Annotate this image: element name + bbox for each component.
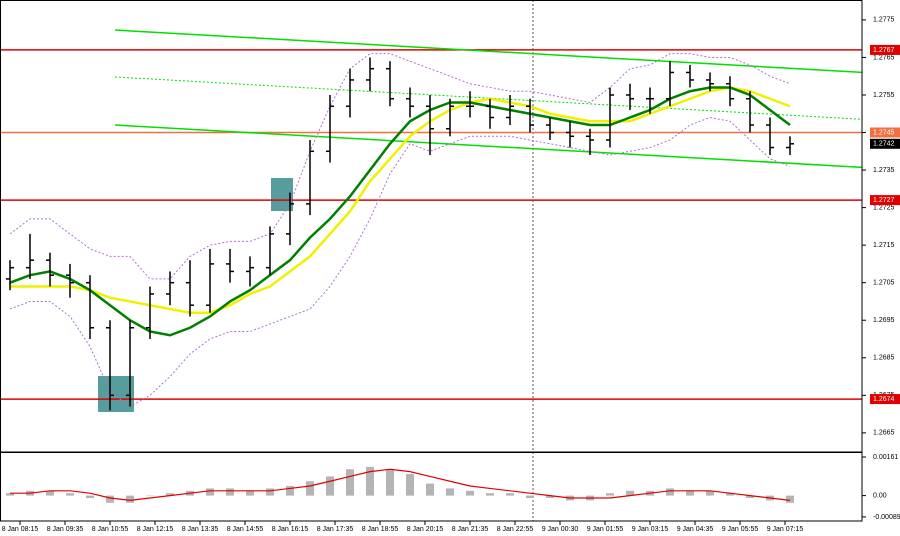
macd-bar <box>446 488 454 496</box>
macd-bar <box>666 488 674 496</box>
macd-bar <box>106 495 114 503</box>
x-tick-label: 8 Jan 09:35 <box>47 526 84 533</box>
macd-bar <box>6 493 14 496</box>
y-tick-label: 1.2715 <box>873 242 895 249</box>
macd-bar <box>46 490 54 496</box>
level-label: 1.2727 <box>873 197 895 204</box>
x-tick-label: 9 Jan 00:30 <box>542 526 579 533</box>
x-tick-label: 8 Jan 22:55 <box>497 526 534 533</box>
indicator-line <box>9 116 791 408</box>
macd-bar <box>346 469 354 496</box>
macd-bar <box>466 490 474 496</box>
macd-bar <box>206 488 214 496</box>
macd-bar <box>706 490 714 496</box>
x-tick-label: 8 Jan 10:55 <box>92 526 129 533</box>
macd-bar <box>66 493 74 496</box>
level-label: 1.2767 <box>873 47 895 54</box>
y-tick-label: 1.2735 <box>873 167 895 174</box>
macd-bar <box>426 483 434 496</box>
macd-bar <box>406 474 414 496</box>
x-tick-label: 9 Jan 07:15 <box>767 526 804 533</box>
macd-tick-label: 0.00 <box>873 492 887 499</box>
macd-bar <box>126 495 134 503</box>
x-tick-label: 8 Jan 21:35 <box>452 526 489 533</box>
y-tick-label: 1.2685 <box>873 355 895 362</box>
macd-bar <box>786 495 794 503</box>
x-tick-label: 8 Jan 16:15 <box>272 526 309 533</box>
macd-plot <box>6 466 794 503</box>
x-tick-label: 9 Jan 04:35 <box>677 526 714 533</box>
macd-bar <box>226 488 234 496</box>
level-label-box <box>870 394 900 405</box>
y-tick-label: 1.2755 <box>873 92 895 99</box>
macd-bar <box>546 495 554 498</box>
macd-bar <box>386 469 394 496</box>
macd-bar <box>306 481 314 496</box>
x-tick-label: 8 Jan 08:15 <box>2 526 39 533</box>
indicator-line <box>10 86 791 314</box>
macd-bar <box>526 495 534 498</box>
level-label-box <box>870 127 900 138</box>
signal-box <box>271 178 293 211</box>
macd-tick-label: 0.00161 <box>873 454 898 461</box>
price-plot <box>0 29 862 411</box>
y-tick-label: 1.2725 <box>873 204 895 211</box>
macd-bar <box>326 476 334 496</box>
macd-bar <box>726 493 734 496</box>
macd-bar <box>486 493 494 496</box>
x-tick-label: 9 Jan 05:55 <box>722 526 759 533</box>
x-tick-label: 8 Jan 18:55 <box>362 526 399 533</box>
x-tick-label: 8 Jan 17:35 <box>317 526 354 533</box>
y-tick-label: 1.2665 <box>873 430 895 437</box>
macd-bar <box>746 495 754 498</box>
indicator-line <box>9 86 791 337</box>
macd-bar <box>266 488 274 496</box>
trendline <box>114 124 862 169</box>
level-label-box <box>870 44 900 55</box>
macd-tick-label: -0.00089 <box>873 514 900 521</box>
x-tick-label: 9 Jan 01:55 <box>587 526 624 533</box>
macd-bar <box>506 493 514 496</box>
level-label-box <box>870 195 900 206</box>
trendline <box>114 29 862 74</box>
y-tick-label: 1.2705 <box>873 280 895 287</box>
y-tick-label: 1.2695 <box>873 317 895 324</box>
x-tick-label: 8 Jan 20:15 <box>407 526 444 533</box>
macd-bar <box>626 490 634 496</box>
macd-bar <box>286 486 294 496</box>
macd-signal <box>10 468 791 502</box>
macd-frame <box>0 452 863 522</box>
macd-bar <box>366 466 374 496</box>
level-label: 1.2745 <box>873 129 895 136</box>
x-tick-label: 8 Jan 13:35 <box>182 526 219 533</box>
macd-bar <box>86 495 94 498</box>
signal-box <box>98 376 134 412</box>
level-label: 1.2674 <box>873 396 895 403</box>
macd-bar <box>686 490 694 496</box>
x-tick-label: 8 Jan 14:55 <box>227 526 264 533</box>
x-tick-label: 9 Jan 03:15 <box>632 526 669 533</box>
macd-bar <box>146 495 154 497</box>
indicator-line <box>9 53 791 280</box>
y-tick-label: 1.2775 <box>873 17 895 24</box>
current-price-box <box>870 138 900 149</box>
macd-bar <box>606 493 614 496</box>
macd-bar <box>166 493 174 496</box>
macd-bar <box>246 490 254 496</box>
current-price-label: 1.2742 <box>873 141 895 148</box>
y-tick-label: 1.2765 <box>873 54 895 61</box>
x-tick-label: 8 Jan 12:15 <box>137 526 174 533</box>
